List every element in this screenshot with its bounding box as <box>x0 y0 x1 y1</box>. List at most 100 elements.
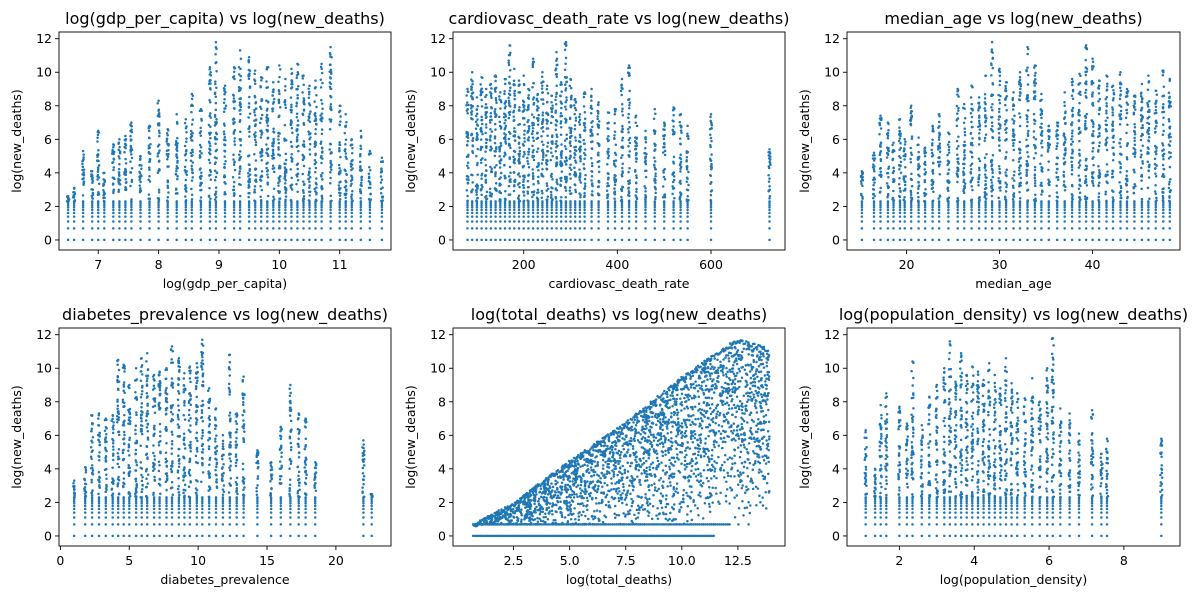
scatter-point <box>277 90 281 93</box>
scatter-point <box>466 107 469 111</box>
scatter-point <box>96 168 100 171</box>
scatter-point <box>167 144 170 147</box>
scatter-point <box>184 220 188 223</box>
scatter-point <box>1040 193 1043 196</box>
scatter-point <box>90 169 94 173</box>
scatter-point <box>118 157 121 160</box>
scatter-point <box>1019 164 1022 168</box>
scatter-point <box>302 203 305 207</box>
scatter-point <box>260 133 263 136</box>
scatter-point <box>313 187 316 191</box>
scatter-point <box>931 170 934 173</box>
scatter-point <box>301 77 305 80</box>
scatter-point <box>937 138 941 141</box>
scatter-point <box>1027 129 1030 133</box>
scatter-point <box>66 227 70 230</box>
scatter-point <box>991 82 995 86</box>
scatter-point <box>223 238 227 242</box>
scatter-point <box>590 95 593 99</box>
scatter-point <box>991 108 994 112</box>
scatter-point <box>308 120 312 124</box>
scatter-point <box>475 208 479 212</box>
scatter-point <box>956 208 959 212</box>
scatter-point <box>490 130 494 133</box>
scatter-point <box>223 135 227 139</box>
scatter-point <box>590 208 593 212</box>
scatter-point <box>1025 117 1029 121</box>
scatter-point <box>214 190 218 193</box>
scatter-point <box>909 238 913 242</box>
scatter-point <box>541 111 545 114</box>
scatter-point <box>541 84 544 87</box>
scatter-point <box>584 173 587 177</box>
scatter-point <box>627 154 631 157</box>
scatter-point <box>984 102 987 106</box>
scatter-point <box>499 127 503 130</box>
scatter-point <box>570 168 573 171</box>
scatter-point <box>359 183 363 187</box>
scatter-point <box>582 195 586 198</box>
scatter-point <box>989 178 993 182</box>
scatter-point <box>329 68 333 72</box>
scatter-point <box>559 114 562 118</box>
scatter-point <box>233 140 236 143</box>
scatter-point <box>956 215 959 218</box>
scatter-point <box>568 84 572 88</box>
scatter-point <box>507 99 511 102</box>
scatter-point <box>259 85 262 88</box>
scatter-point <box>499 238 502 242</box>
scatter-point <box>1033 173 1037 176</box>
scatter-point <box>190 164 193 168</box>
scatter-point <box>574 100 578 103</box>
scatter-point <box>248 125 251 128</box>
scatter-point <box>232 130 236 133</box>
scatter-point <box>302 220 305 223</box>
scatter-point <box>672 178 676 182</box>
scatter-point <box>238 109 241 112</box>
scatter-point <box>1012 119 1016 123</box>
scatter-point <box>563 139 567 142</box>
scatter-point <box>157 197 161 200</box>
scatter-point <box>208 99 211 102</box>
scatter-point <box>367 197 371 201</box>
scatter-point <box>613 220 617 223</box>
scatter-point <box>199 196 203 199</box>
scatter-point <box>308 238 311 242</box>
scatter-point <box>560 152 563 156</box>
scatter-point <box>634 200 638 203</box>
scatter-point <box>209 116 213 119</box>
scatter-point <box>569 135 572 138</box>
scatter-point <box>1026 211 1029 215</box>
y-axis-label: log(new_deaths) <box>403 89 418 193</box>
scatter-point <box>998 115 1002 118</box>
scatter-point <box>223 205 227 209</box>
scatter-point <box>613 107 617 111</box>
scatter-point <box>259 203 263 207</box>
scatter-point <box>1056 142 1059 145</box>
scatter-point <box>130 211 133 215</box>
scatter-point <box>540 173 544 177</box>
scatter-point <box>531 215 535 218</box>
scatter-point <box>1040 141 1043 145</box>
scatter-point <box>198 175 202 179</box>
scatter-point <box>284 152 288 156</box>
scatter-point <box>96 129 100 133</box>
scatter-point <box>606 181 609 185</box>
scatter-point <box>582 167 586 170</box>
scatter-point <box>381 160 385 163</box>
scatter-point <box>266 238 269 242</box>
scatter-point <box>296 203 299 207</box>
scatter-point <box>208 174 211 177</box>
scatter-point <box>509 51 512 55</box>
scatter-point <box>124 168 127 172</box>
scatter-point <box>239 144 243 147</box>
scatter-point <box>628 107 631 110</box>
scatter-point <box>938 150 942 153</box>
scatter-point <box>296 238 299 242</box>
scatter-point <box>513 106 516 109</box>
scatter-point <box>513 139 517 142</box>
scatter-point <box>157 203 160 207</box>
scatter-point <box>963 148 966 152</box>
scatter-point <box>886 211 890 215</box>
scatter-point <box>512 111 515 114</box>
